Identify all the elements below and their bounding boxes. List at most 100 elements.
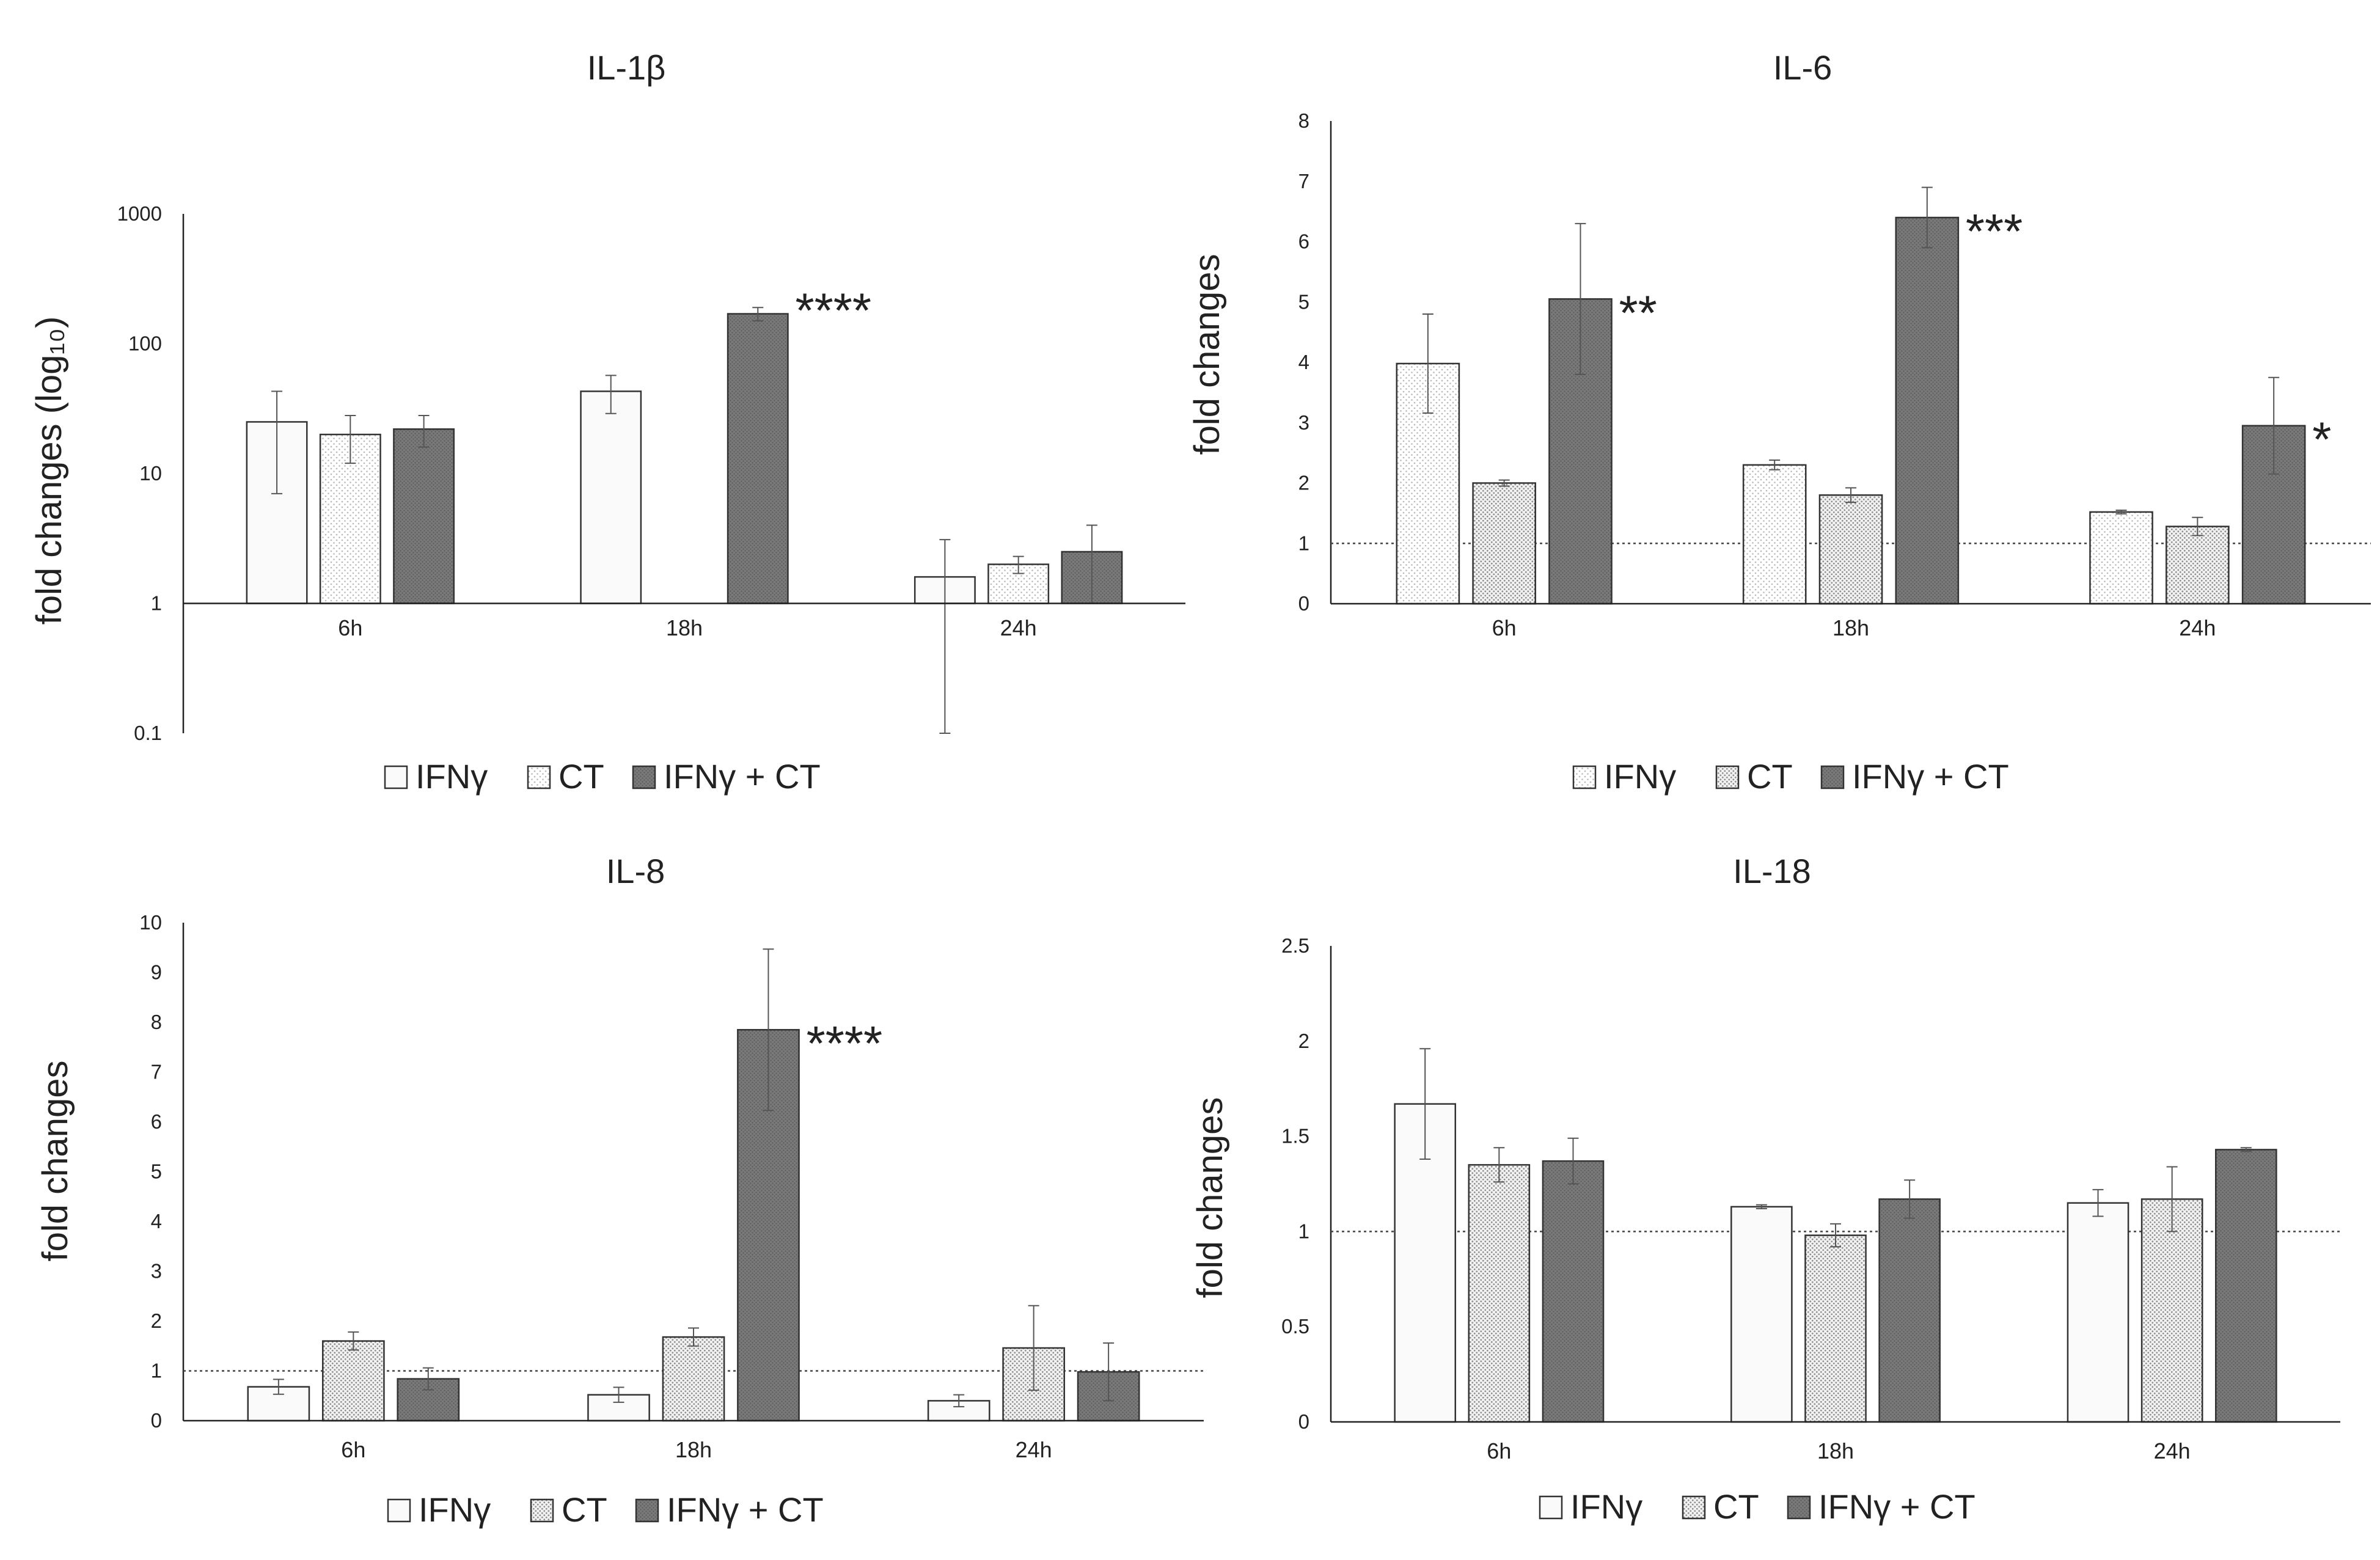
significance-label: * <box>2312 412 2331 467</box>
y-axis-label: fold changes <box>35 1061 75 1262</box>
bar <box>2215 1149 2277 1423</box>
x-tick-label: 18h <box>1817 1438 1854 1463</box>
bar <box>1468 1164 1531 1423</box>
x-tick-label: 24h <box>2154 1438 2191 1463</box>
y-tick-label: 10 <box>139 911 162 934</box>
y-tick-label: 7 <box>151 1061 162 1083</box>
x-tick-label: 18h <box>675 1437 712 1462</box>
significance-label: **** <box>807 1016 883 1071</box>
y-tick-label: 0 <box>151 1409 162 1432</box>
legend-swatch <box>1787 1495 1811 1520</box>
legend-label: IFNγ + CT <box>1818 1487 1975 1526</box>
x-tick-label: 6h <box>341 1437 365 1462</box>
significance-label: ** <box>1619 285 1657 340</box>
chart-panel-0: IL-1β fold changes (log₁₀) 0.1 1 10 100 1000 6h… <box>29 48 1185 796</box>
significance-label: *** <box>1966 204 2023 258</box>
y-tick-label: 7 <box>1298 170 1309 192</box>
legend-entry: CT <box>527 757 604 796</box>
y-tick-label: 5 <box>151 1160 162 1183</box>
y-tick-label: 1000 <box>117 202 162 225</box>
legend-swatch <box>387 1498 411 1523</box>
y-tick-label: 4 <box>1298 351 1309 373</box>
y-tick-label: 5 <box>1298 290 1309 313</box>
legend-label: IFNγ <box>416 757 488 796</box>
legend-swatch <box>1682 1495 1706 1520</box>
x-tick-label: 18h <box>666 615 703 640</box>
y-tick-label: 1.5 <box>1281 1125 1309 1148</box>
y-tick-label: 6 <box>151 1110 162 1133</box>
y-tick-label: 10 <box>139 462 162 485</box>
bar <box>1742 464 1807 605</box>
bar <box>580 390 642 604</box>
legend-entry: IFNγ + CT <box>1820 757 2009 796</box>
bar <box>927 1400 990 1422</box>
x-tick-label: 6h <box>338 615 362 640</box>
legend-label: CT <box>1713 1487 1759 1526</box>
y-tick-label: 8 <box>1298 109 1309 132</box>
x-tick-label: 24h <box>1000 615 1037 640</box>
bar <box>1542 1160 1605 1423</box>
legend-swatch <box>530 1498 554 1523</box>
legend-label: IFNγ <box>1604 757 1676 796</box>
y-tick-label: 8 <box>151 1011 162 1033</box>
legend-entry: CT <box>1715 757 1793 796</box>
x-tick-label: 18h <box>1833 615 1869 640</box>
y-tick-label: 0 <box>1298 1410 1309 1433</box>
legend-label: IFNγ + CT <box>1852 757 2009 796</box>
chart-panel-2: IL-8 fold changes 0 1 2 3 4 5 6 7 8 9 10 6h 18h 24h ****… <box>35 852 1204 1529</box>
legend-swatch <box>1572 765 1597 789</box>
y-axis-label: fold changes <box>1187 254 1227 455</box>
legend-label: IFNγ + CT <box>664 757 821 796</box>
y-tick-label: 1 <box>151 1360 162 1382</box>
bar <box>1472 482 1536 605</box>
bar <box>727 313 789 604</box>
legend-swatch <box>632 765 656 789</box>
y-tick-label: 0.1 <box>134 722 162 744</box>
legend-entry: IFNγ + CT <box>1787 1487 1975 1526</box>
legend-entry: CT <box>530 1490 607 1529</box>
bar <box>2089 511 2153 605</box>
legend-label: CT <box>1747 757 1793 796</box>
chart-title: IL-1β <box>587 48 666 87</box>
bar <box>2166 525 2230 605</box>
legend-label: CT <box>562 1490 607 1529</box>
y-tick-label: 0.5 <box>1281 1315 1309 1338</box>
bar <box>2067 1202 2129 1423</box>
chart-panel-3: IL-18 fold changes 0 0.5 1 1.5 2 2.5 6h 18h 24h IFN… <box>1190 852 2340 1526</box>
bar <box>321 1340 385 1422</box>
y-tick-label: 1 <box>1298 1220 1309 1242</box>
y-axis-label: fold changes <box>1190 1097 1230 1298</box>
chart-title: IL-18 <box>1733 852 1811 890</box>
legend-entry: IFNγ <box>1572 757 1676 796</box>
legend-label: IFNγ <box>1570 1487 1642 1526</box>
y-tick-label: 9 <box>151 961 162 984</box>
legend-entry: IFNγ <box>1539 1487 1642 1526</box>
legend-swatch <box>384 765 408 789</box>
bar <box>1895 216 1960 605</box>
legend-swatch <box>635 1498 659 1523</box>
legend-label: IFNγ + CT <box>667 1490 824 1529</box>
y-tick-label: 4 <box>151 1210 162 1232</box>
bar <box>662 1336 725 1422</box>
y-axis-label: fold changes (log₁₀) <box>29 317 69 625</box>
legend-entry: CT <box>1682 1487 1759 1526</box>
legend-swatch <box>1715 765 1740 789</box>
y-tick-label: 1 <box>1298 532 1309 554</box>
y-tick-label: 0 <box>1298 592 1309 615</box>
chart-title: IL-6 <box>1773 48 1833 87</box>
x-tick-label: 6h <box>1492 615 1517 640</box>
legend-label: CT <box>558 757 604 796</box>
y-tick-label: 1 <box>151 592 162 615</box>
y-tick-label: 2 <box>1298 1030 1309 1052</box>
y-tick-label: 3 <box>151 1260 162 1283</box>
y-tick-label: 3 <box>1298 411 1309 434</box>
legend-entry: IFNγ + CT <box>632 757 821 796</box>
y-tick-label: 100 <box>128 332 162 355</box>
chart-title: IL-8 <box>606 852 665 890</box>
y-tick-label: 6 <box>1298 230 1309 253</box>
y-tick-label: 2 <box>151 1309 162 1332</box>
legend-swatch <box>1820 765 1845 789</box>
bar <box>393 428 455 604</box>
